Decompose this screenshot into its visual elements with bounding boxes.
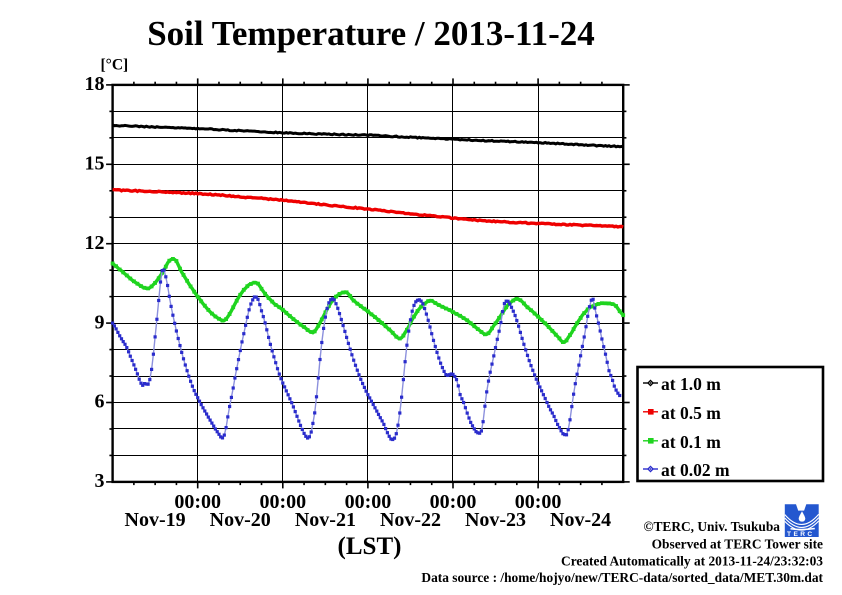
svg-text:at 0.5 m: at 0.5 m xyxy=(661,403,721,423)
svg-text:18: 18 xyxy=(85,73,105,95)
svg-text:Nov-20: Nov-20 xyxy=(210,509,271,531)
svg-text:Nov-23: Nov-23 xyxy=(465,509,526,531)
svg-text:00:00: 00:00 xyxy=(430,491,477,513)
svg-text:[°C]: [°C] xyxy=(101,57,129,74)
svg-text:Nov-24: Nov-24 xyxy=(550,509,611,531)
svg-text:00:00: 00:00 xyxy=(345,491,392,513)
svg-text:Soil Temperature / 2013-11-24: Soil Temperature / 2013-11-24 xyxy=(147,14,595,53)
svg-text:at 1.0 m: at 1.0 m xyxy=(661,374,721,394)
svg-text:9: 9 xyxy=(95,311,105,333)
svg-text:15: 15 xyxy=(85,153,105,175)
svg-text:©TERC, Univ. Tsukuba: ©TERC, Univ. Tsukuba xyxy=(643,519,780,534)
svg-text:at 0.02 m: at 0.02 m xyxy=(661,460,730,480)
svg-text:00:00: 00:00 xyxy=(259,491,306,513)
svg-text:00:00: 00:00 xyxy=(515,491,562,513)
svg-text:Data source : /home/hojyo/new/: Data source : /home/hojyo/new/TERC-data/… xyxy=(421,570,823,585)
svg-text:Nov-21: Nov-21 xyxy=(295,509,356,531)
svg-text:Created Automatically at 2013-: Created Automatically at 2013-11-24/23:3… xyxy=(561,554,823,569)
svg-text:Observed at TERC Tower site: Observed at TERC Tower site xyxy=(652,537,823,552)
svg-text:Nov-22: Nov-22 xyxy=(380,509,441,531)
svg-text:(LST): (LST) xyxy=(338,533,402,560)
svg-text:at 0.1 m: at 0.1 m xyxy=(661,432,721,452)
svg-text:TERC: TERC xyxy=(787,531,815,538)
svg-text:Nov-19: Nov-19 xyxy=(125,509,186,531)
svg-text:6: 6 xyxy=(95,391,105,413)
svg-text:12: 12 xyxy=(85,232,105,254)
svg-text:00:00: 00:00 xyxy=(174,491,221,513)
svg-text:3: 3 xyxy=(95,470,105,492)
